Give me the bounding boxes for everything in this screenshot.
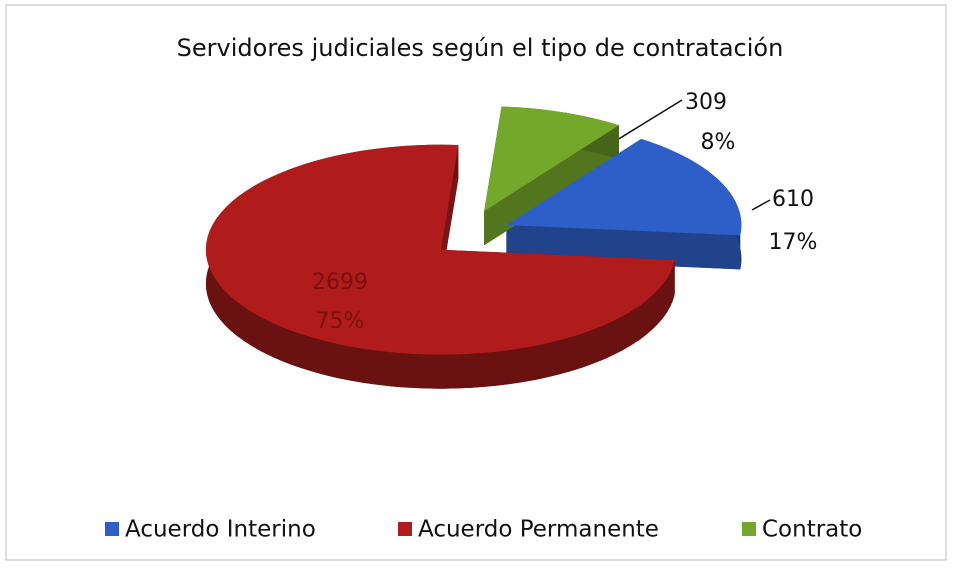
data-label-percent: 75% — [316, 309, 365, 334]
slice — [506, 139, 742, 236]
leader-line — [751, 199, 771, 211]
data-label-percent: 17% — [769, 230, 818, 255]
chart-title: Servidores judiciales según el tipo de c… — [177, 34, 784, 62]
data-label-value: 2699 — [312, 270, 368, 295]
legend-label: Acuerdo Interino — [125, 517, 316, 543]
legend-swatch — [398, 522, 412, 536]
legend-label: Acuerdo Permanente — [418, 517, 659, 543]
data-label-value: 309 — [685, 90, 727, 115]
slice-wall — [484, 125, 619, 246]
legend-swatch — [742, 522, 756, 536]
leader-line — [616, 99, 683, 141]
slice-wall — [440, 145, 459, 284]
data-label-value: 610 — [772, 187, 814, 212]
slice — [484, 106, 619, 212]
data-label-percent: 8% — [701, 130, 736, 155]
slice — [205, 144, 675, 355]
legend-swatch — [105, 522, 119, 536]
legend-label: Contrato — [762, 517, 862, 543]
